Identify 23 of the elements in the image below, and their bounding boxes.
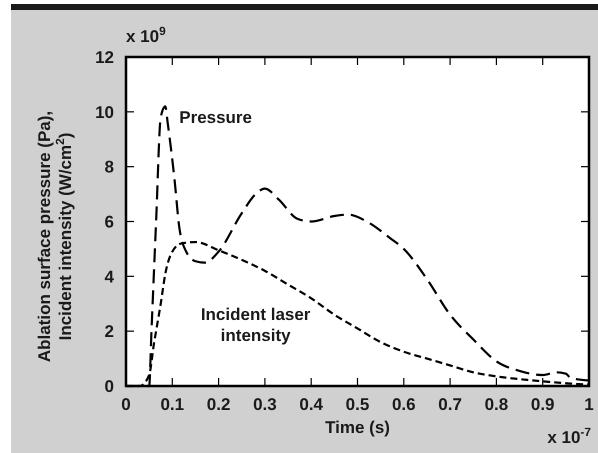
- y-tick-label: 0: [104, 377, 114, 396]
- y-tick-label: 4: [104, 267, 115, 286]
- y-tick-label: 10: [95, 102, 114, 122]
- x-tick-label: 0.3: [253, 395, 277, 414]
- series-label: Incident laser intensity: [200, 305, 311, 346]
- y-tick-label: 12: [95, 48, 114, 67]
- text: x 10$^{9}$: [126, 24, 166, 46]
- x-tick-label: 0.5: [346, 395, 370, 414]
- x-tick-label: 0.9: [530, 395, 555, 414]
- x-tick-label: 0.2: [206, 395, 230, 414]
- y-tick-label: 2: [104, 322, 114, 342]
- x-tick-label: 0.8: [484, 395, 508, 414]
- y-tick-label: 8: [104, 158, 114, 177]
- x-axis-title: Time (s): [325, 418, 390, 437]
- x-tick-label: 0.6: [392, 395, 416, 414]
- x-tick-label: 1: [584, 395, 594, 414]
- x-tick-label: 0: [121, 395, 131, 414]
- x-tick-label: 0.4: [299, 395, 324, 414]
- x-tick-label: 0.1: [160, 395, 184, 414]
- y-tick-label: 6: [104, 212, 114, 232]
- series-label: Pressure: [179, 108, 252, 127]
- text: x 10$^{-7}$: [547, 425, 592, 447]
- x-tick-label: 0.7: [438, 395, 462, 414]
